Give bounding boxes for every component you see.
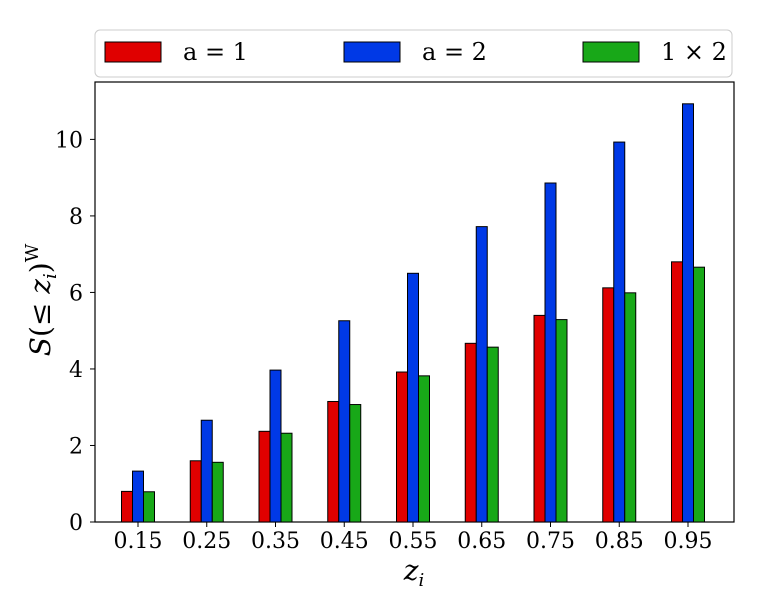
bar-3-0.25: [211, 461, 224, 523]
x-tick-label: 0.45: [320, 529, 369, 554]
bar-1-0.25: [189, 460, 202, 523]
y-tick-label: 10: [55, 128, 83, 153]
bar-1-0.55: [396, 371, 408, 523]
x-tick-label: 0.25: [182, 529, 231, 554]
x-axis-ticks: 0.15 0.25 0.35 0.45 0.55 0.65 0.75 0.85 0.95: [114, 522, 713, 554]
bar-3-0.45: [349, 404, 362, 523]
y-tick-label: 8: [69, 205, 83, 230]
y-axis-ticks: 0 2 4 6 8 10: [55, 128, 95, 536]
bar-1-0.75: [533, 314, 546, 523]
bar-1-0.15: [121, 490, 133, 523]
legend-swatch-1: [104, 41, 162, 63]
bar-2-0.65: [475, 226, 488, 523]
bar-2-0.15: [132, 470, 144, 523]
bar-3-0.55: [418, 375, 430, 523]
bar-1-0.85: [602, 287, 615, 523]
bar-2-0.45: [338, 320, 351, 523]
bar-3-0.75: [555, 319, 568, 523]
x-tick-label: 0.55: [389, 529, 438, 554]
x-tick-label: 0.65: [457, 529, 506, 554]
bar-3-0.35: [280, 432, 293, 523]
x-tick-label: 0.35: [251, 529, 300, 554]
y-axis-label: S(≤ zi)W: [22, 243, 61, 356]
x-axis-label: zi: [403, 554, 425, 591]
bar-2-0.55: [407, 272, 419, 523]
bar-2-0.25: [200, 419, 213, 523]
bar-1-0.65: [464, 342, 477, 523]
legend-label-1: a = 1: [183, 38, 248, 66]
x-tick-label: 0.15: [114, 529, 163, 554]
svg-text:S(≤ zi)W: S(≤ zi)W: [22, 243, 61, 356]
bar-3-0.85: [624, 292, 637, 523]
legend: a = 1 a = 2 1 × 2: [94, 29, 733, 78]
legend-label-3: 1 × 2: [661, 38, 727, 66]
legend-swatch-3: [582, 41, 640, 63]
bars-group: [121, 103, 705, 523]
bar-3-0.95: [693, 266, 705, 523]
y-tick-label: 4: [69, 358, 83, 383]
bar-2-0.85: [613, 141, 626, 523]
y-tick-label: 6: [69, 281, 83, 306]
x-tick-label: 0.75: [526, 529, 575, 554]
bar-1-0.45: [327, 400, 340, 523]
bar-1-0.35: [258, 430, 271, 523]
x-tick-label: 0.95: [664, 529, 713, 554]
legend-frame: [94, 29, 733, 78]
bar-2-0.75: [544, 182, 557, 523]
bar-1-0.95: [671, 261, 683, 523]
bar-2-0.35: [269, 369, 282, 523]
bar-3-0.15: [143, 491, 155, 523]
y-tick-label: 0: [69, 511, 83, 536]
legend-label-2: a = 2: [422, 38, 487, 66]
bar-3-0.65: [486, 346, 499, 523]
bar-2-0.95: [682, 103, 694, 523]
y-tick-label: 2: [69, 434, 83, 459]
legend-swatch-2: [343, 41, 401, 63]
x-tick-label: 0.85: [595, 529, 644, 554]
